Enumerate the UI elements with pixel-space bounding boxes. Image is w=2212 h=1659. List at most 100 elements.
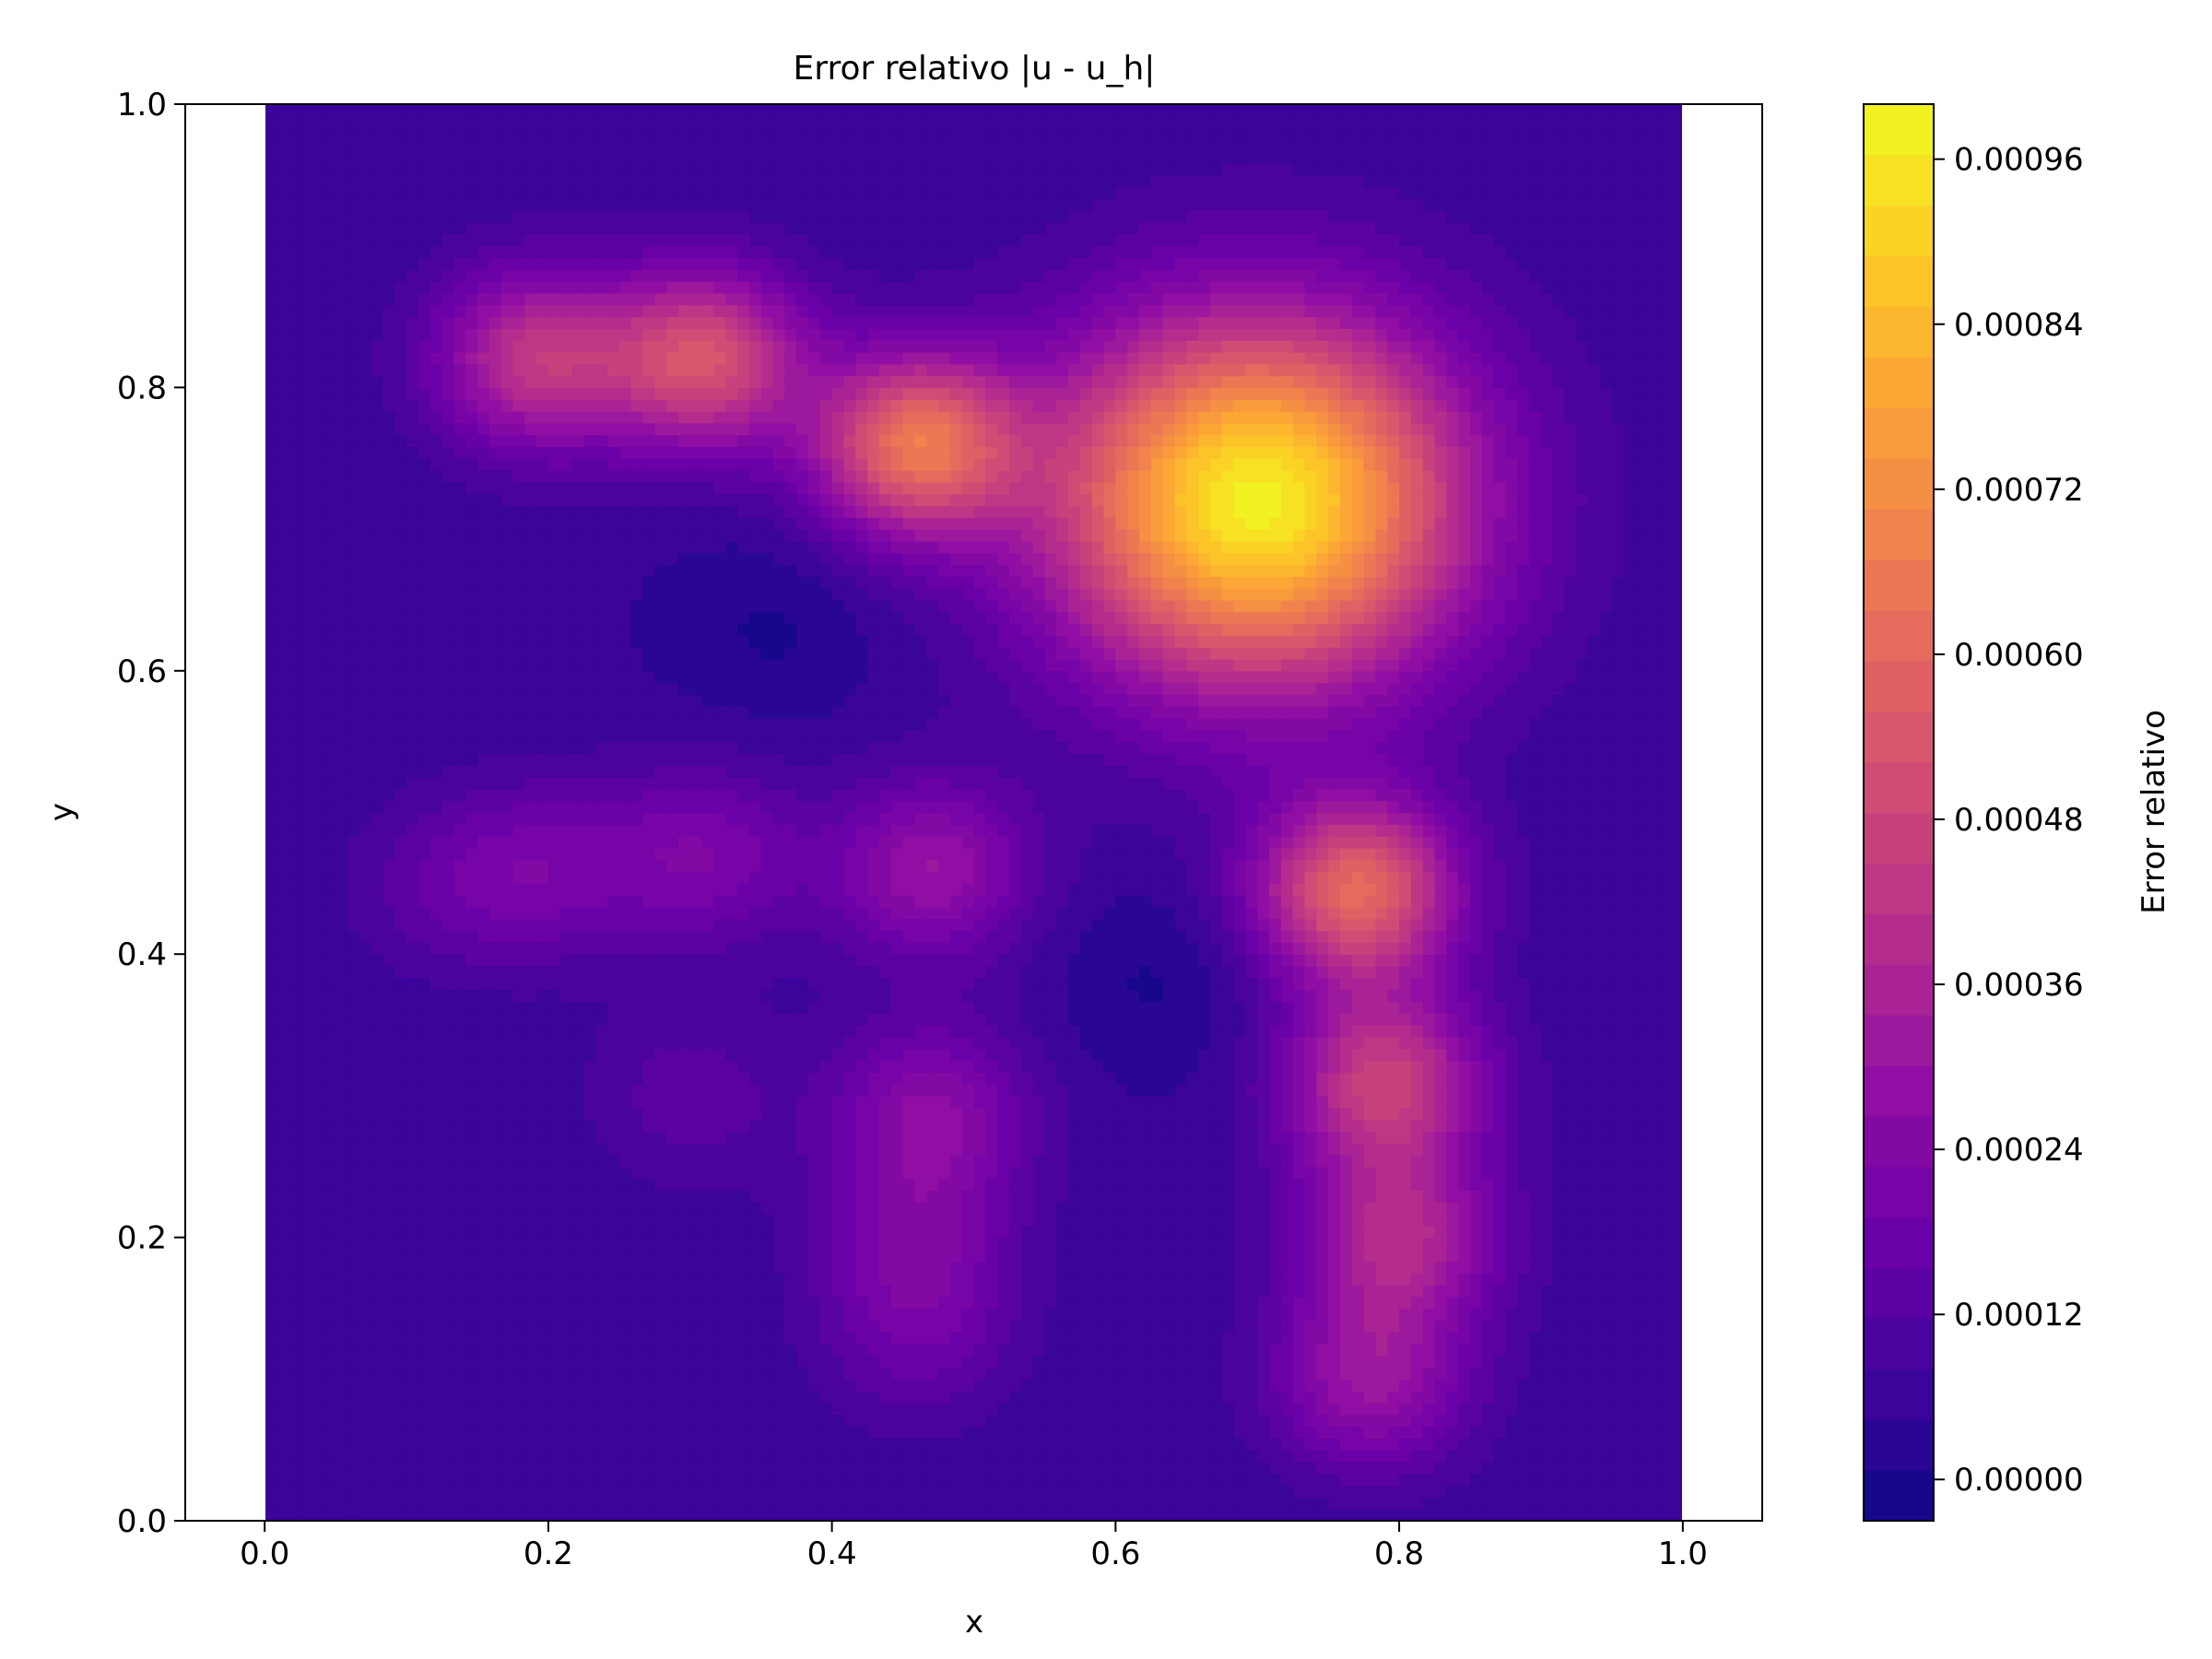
field-cell <box>807 1438 821 1451</box>
field-cell <box>1588 1060 1601 1073</box>
field-cell <box>772 1367 785 1380</box>
field-cell <box>477 1473 490 1487</box>
field-cell <box>914 1497 927 1510</box>
field-cell <box>359 1391 372 1404</box>
field-cell <box>547 1355 561 1369</box>
field-cell <box>1020 1166 1034 1180</box>
field-cell <box>1540 1261 1554 1274</box>
field-cell <box>276 1237 289 1251</box>
field-cell <box>725 1273 738 1286</box>
field-cell <box>1351 1461 1365 1475</box>
field-cell <box>1387 1485 1400 1498</box>
field-cell <box>418 1166 431 1180</box>
field-cell <box>961 1497 975 1510</box>
field-cell <box>500 1143 514 1156</box>
field-cell <box>335 1060 348 1073</box>
field-cell <box>512 1426 525 1439</box>
field-cell <box>1647 1308 1660 1321</box>
field-cell <box>1162 1060 1176 1073</box>
field-cell <box>347 1072 360 1085</box>
field-cell <box>335 1107 348 1121</box>
field-cell <box>1611 1391 1625 1404</box>
field-cell <box>1056 1095 1069 1109</box>
field-cell <box>949 1320 963 1333</box>
field-cell <box>1186 1414 1199 1428</box>
field-cell <box>796 1485 809 1498</box>
field-cell <box>607 1131 620 1144</box>
field-cell <box>1339 1273 1353 1286</box>
field-cell <box>1529 1107 1542 1121</box>
field-cell <box>1410 1485 1424 1498</box>
field-cell <box>1458 1402 1471 1416</box>
field-cell <box>1600 1072 1613 1085</box>
field-cell <box>1671 1461 1682 1475</box>
field-cell <box>288 1178 301 1191</box>
field-cell <box>1257 1178 1270 1191</box>
field-cell <box>713 1450 726 1463</box>
field-cell <box>784 1119 797 1132</box>
field-cell <box>1375 1261 1388 1274</box>
field-cell <box>760 1414 774 1428</box>
field-cell <box>902 1261 915 1274</box>
field-cell <box>1091 1178 1105 1191</box>
field-cell <box>760 1107 774 1121</box>
field-cell <box>630 1402 644 1416</box>
field-cell <box>477 1095 490 1109</box>
field-cell <box>524 1450 537 1463</box>
field-cell <box>807 1355 821 1369</box>
field-cell <box>1316 1332 1329 1345</box>
field-cell <box>1221 1237 1235 1251</box>
field-cell <box>1032 1154 1046 1168</box>
field-cell <box>926 1178 939 1191</box>
field-cell <box>1103 1084 1116 1097</box>
field-cell <box>524 1095 537 1109</box>
field-cell <box>1351 1048 1365 1062</box>
field-cell <box>288 1509 301 1521</box>
field-cell <box>1068 1084 1081 1097</box>
field-cell <box>689 1450 703 1463</box>
field-cell <box>371 1036 383 1050</box>
field-cell <box>1399 1273 1412 1286</box>
field-cell <box>772 1332 785 1345</box>
field-cell <box>938 1485 951 1498</box>
field-cell <box>559 1379 573 1392</box>
field-cell <box>465 1036 478 1050</box>
field-cell <box>737 1025 750 1038</box>
field-cell <box>654 1273 667 1286</box>
field-cell <box>547 1273 561 1286</box>
field-cell <box>760 1355 774 1369</box>
field-cell <box>997 1426 1010 1439</box>
field-cell <box>1647 1143 1660 1156</box>
field-cell <box>949 1036 963 1050</box>
field-cell <box>1150 1473 1164 1487</box>
field-cell <box>1635 1273 1648 1286</box>
field-cell <box>1387 1273 1400 1286</box>
field-cell <box>1422 1202 1436 1215</box>
field-cell <box>914 1355 927 1369</box>
field-cell <box>1529 1450 1542 1463</box>
field-cell <box>1564 1143 1578 1156</box>
field-cell <box>1257 1154 1270 1168</box>
field-cell <box>1446 1497 1459 1510</box>
field-cell <box>713 1060 726 1073</box>
field-cell <box>418 1391 431 1404</box>
field-cell <box>359 1450 372 1463</box>
field-cell <box>1600 1202 1613 1215</box>
field-cell <box>382 1107 395 1121</box>
field-cell <box>1304 1414 1317 1428</box>
field-cell <box>1280 1261 1294 1274</box>
field-cell <box>1552 1273 1566 1286</box>
field-cell <box>831 1497 845 1510</box>
field-cell <box>1091 1166 1105 1180</box>
field-cell <box>902 1213 915 1227</box>
field-cell <box>796 1213 809 1227</box>
field-cell <box>914 1166 927 1180</box>
field-cell <box>973 1060 986 1073</box>
field-cell <box>961 1084 975 1097</box>
field-cell <box>902 1414 915 1428</box>
field-cell <box>300 1284 313 1298</box>
field-cell <box>394 1273 407 1286</box>
field-cell <box>536 1202 549 1215</box>
field-cell <box>878 1166 892 1180</box>
field-cell <box>701 1509 715 1521</box>
